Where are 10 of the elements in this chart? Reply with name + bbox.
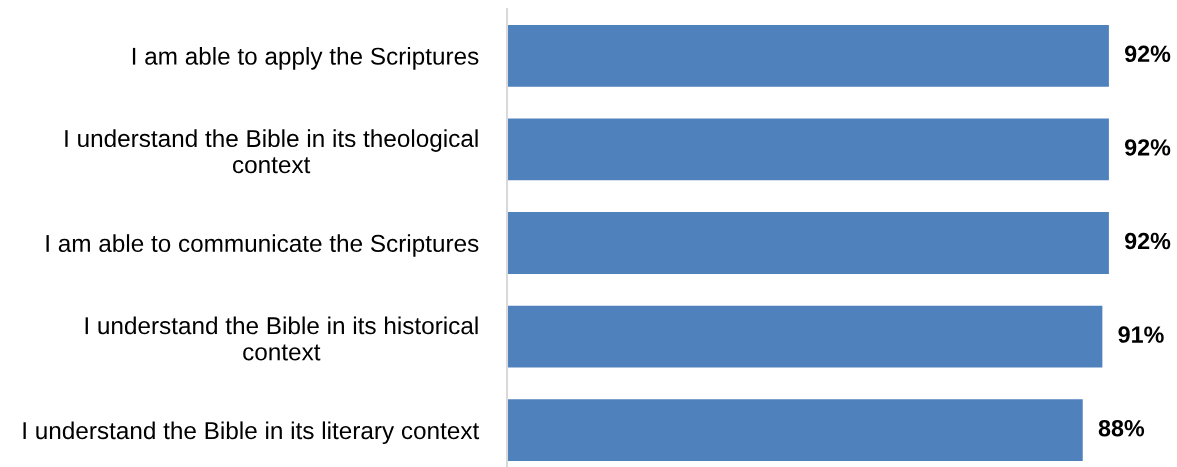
y-tick-label: I am able to apply the Scriptures	[132, 46, 479, 70]
y-tick-label: I understand the Bible in its theological context	[65, 129, 478, 174]
y-tick-label: I understand the Bible in its historical context	[85, 316, 478, 361]
data-label: 92%	[1124, 139, 1171, 156]
data-label: 92%	[1124, 45, 1171, 63]
data-label: 88%	[1098, 419, 1145, 437]
data-label: 91%	[1118, 326, 1164, 343]
data-label: 92%	[1124, 232, 1171, 250]
y-tick-label: I am able to communicate the Scriptures	[46, 234, 479, 257]
y-tick-label: I understand the Bible in its literary context	[23, 421, 480, 445]
